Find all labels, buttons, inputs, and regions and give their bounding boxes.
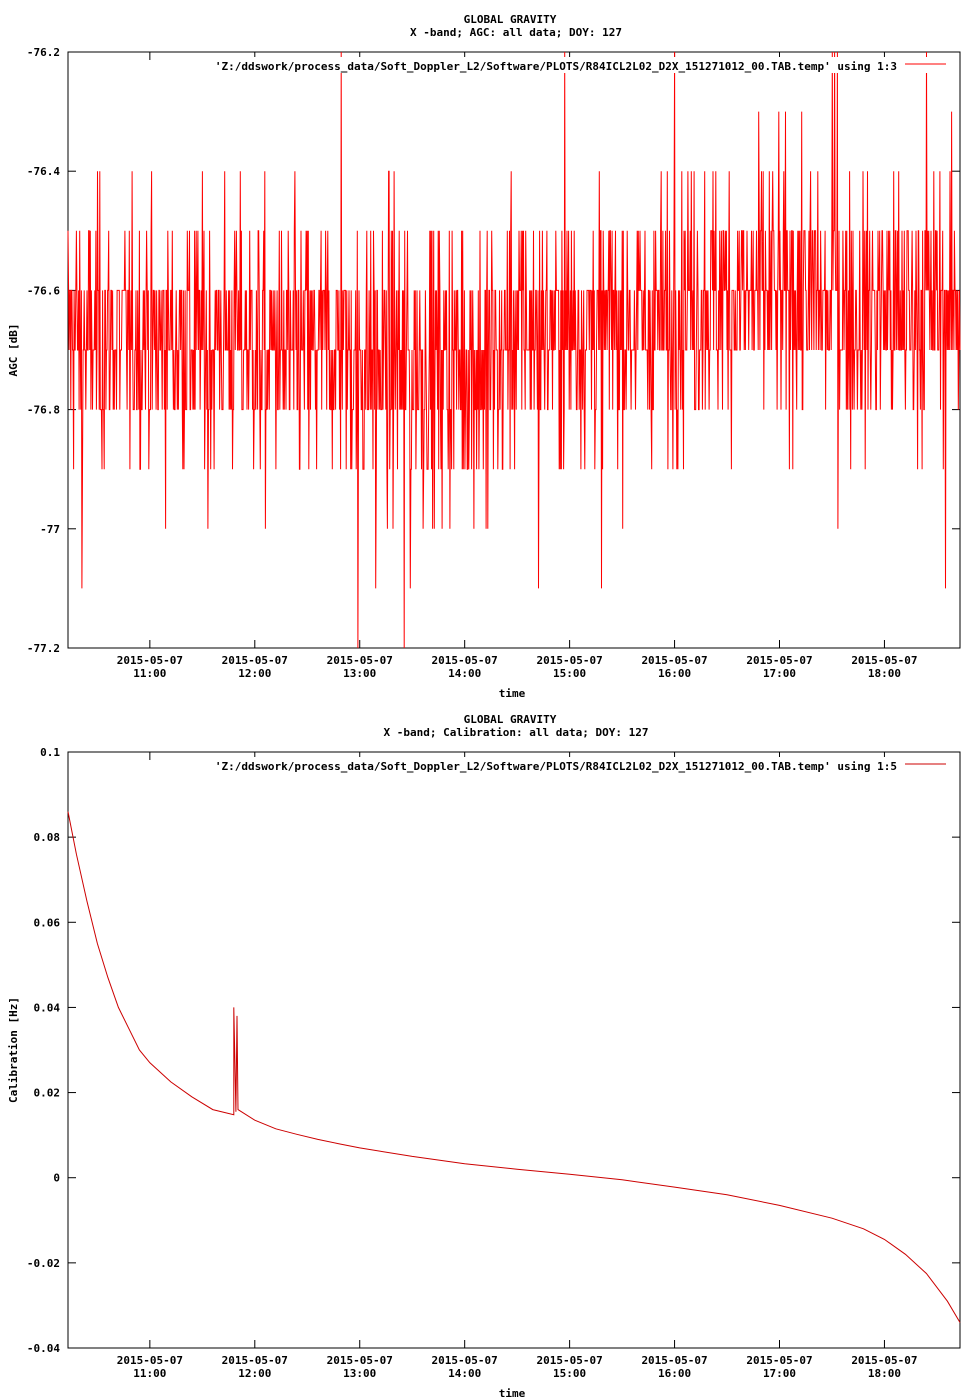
agc-xtick-date: 2015-05-07 [117,654,183,667]
agc-xtick-date: 2015-05-07 [641,654,707,667]
agc-xtick-time: 15:00 [553,667,586,680]
calibration-ytick-label: 0.02 [34,1087,61,1100]
calibration-chart: GLOBAL GRAVITY X -band; Calibration: all… [7,713,961,1400]
calibration-xtick-date: 2015-05-07 [327,1354,393,1367]
agc-xtick-date: 2015-05-07 [746,654,812,667]
agc-ytick-label: -76.2 [27,46,60,59]
calibration-xtick-time: 16:00 [658,1367,691,1380]
agc-y-axis-label: AGC [dB] [7,324,20,377]
calibration-xtick-date: 2015-05-07 [117,1354,183,1367]
calibration-xtick-date: 2015-05-07 [641,1354,707,1367]
agc-ytick-label: -77 [40,523,60,536]
agc-x-axis-label: time [499,687,526,700]
calibration-plot-frame [67,751,961,1349]
calibration-ytick-label: 0.04 [34,1001,61,1014]
agc-xtick-time: 12:00 [238,667,271,680]
calibration-legend-label: 'Z:/ddswork/process_data/Soft_Doppler_L2… [215,760,897,773]
calibration-xtick-time: 12:00 [238,1367,271,1380]
agc-xtick-date: 2015-05-07 [327,654,393,667]
calibration-xtick-date: 2015-05-07 [746,1354,812,1367]
agc-xtick-time: 18:00 [868,667,901,680]
calibration-xtick-time: 14:00 [448,1367,481,1380]
calibration-x-axis-label: time [499,1387,526,1400]
calibration-chart-title: GLOBAL GRAVITY [464,713,557,726]
calibration-series [67,811,961,1323]
agc-xtick-time: 11:00 [133,667,166,680]
agc-ticks: -76.2-76.4-76.6-76.8-77-77.22015-05-0711… [27,46,960,680]
agc-xtick-time: 14:00 [448,667,481,680]
calibration-ytick-label: -0.02 [27,1257,60,1270]
calibration-chart-subtitle: X -band; Calibration: all data; DOY: 127 [384,726,649,739]
calibration-xtick-time: 18:00 [868,1367,901,1380]
agc-series-line [67,51,961,649]
agc-chart-subtitle: X -band; AGC: all data; DOY: 127 [410,26,622,39]
calibration-xtick-time: 13:00 [343,1367,376,1380]
calibration-xtick-date: 2015-05-07 [222,1354,288,1367]
calibration-xtick-date: 2015-05-07 [537,1354,603,1367]
calibration-xtick-time: 11:00 [133,1367,166,1380]
agc-ytick-label: -76.8 [27,404,60,417]
calibration-series-line [67,811,961,1323]
calibration-legend-bg [170,757,954,773]
calibration-ytick-label: 0.08 [34,831,61,844]
agc-xtick-date: 2015-05-07 [222,654,288,667]
calibration-ytick-label: -0.04 [27,1342,60,1355]
calibration-xtick-time: 17:00 [763,1367,796,1380]
agc-chart: GLOBAL GRAVITY X -band; AGC: all data; D… [7,13,961,700]
agc-xtick-date: 2015-05-07 [537,654,603,667]
calibration-ytick-label: 0.06 [34,916,61,929]
calibration-xtick-date: 2015-05-07 [851,1354,917,1367]
agc-xtick-time: 13:00 [343,667,376,680]
agc-series [67,51,961,649]
agc-legend-label: 'Z:/ddswork/process_data/Soft_Doppler_L2… [215,60,897,73]
agc-ytick-label: -76.4 [27,165,60,178]
agc-xtick-date: 2015-05-07 [432,654,498,667]
calibration-xtick-time: 15:00 [553,1367,586,1380]
agc-legend-bg [170,57,954,73]
calibration-ytick-label: 0.1 [40,746,60,759]
agc-ytick-label: -76.6 [27,284,60,297]
calibration-xtick-date: 2015-05-07 [432,1354,498,1367]
calibration-ytick-label: 0 [53,1172,60,1185]
agc-xtick-time: 17:00 [763,667,796,680]
calibration-ticks: 0.1 0.08 0.06 0.04 0.02 0 -0.02 -0.04 2015-05-07… [27,746,960,1380]
agc-xtick-time: 16:00 [658,667,691,680]
agc-chart-title: GLOBAL GRAVITY [464,13,557,26]
calibration-y-axis-label: Calibration [Hz] [7,997,20,1103]
agc-ytick-label: -77.2 [27,642,60,655]
agc-xtick-date: 2015-05-07 [851,654,917,667]
